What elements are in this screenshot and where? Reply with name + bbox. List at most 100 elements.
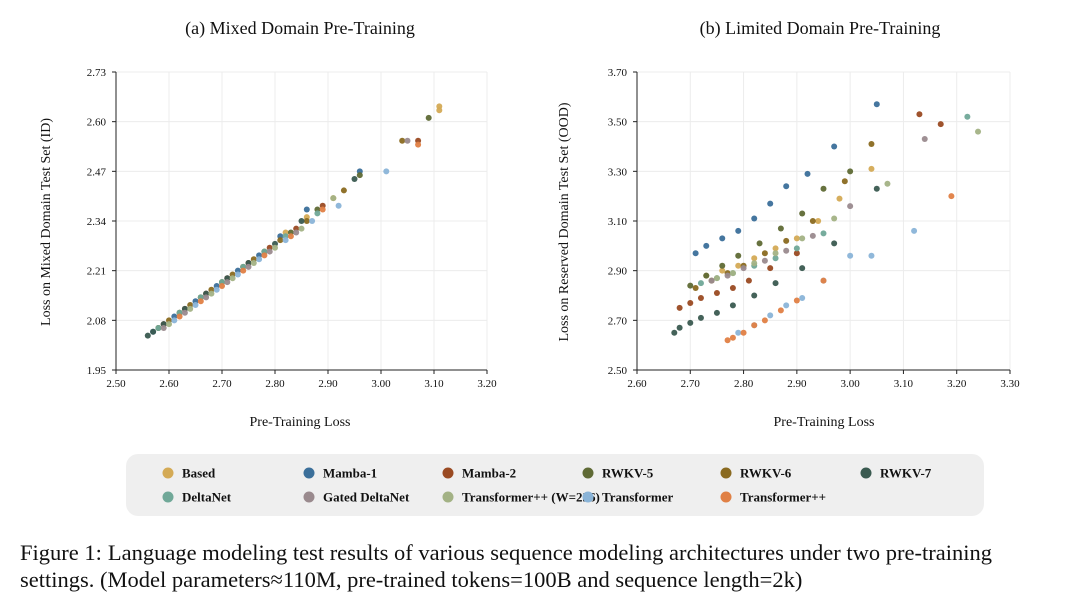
chart-b-y-tick-label: 2.70 <box>608 315 628 327</box>
chart-a-point-rwkv-7 <box>351 175 358 182</box>
chart-b-point-rwkv-5 <box>719 262 726 269</box>
chart-b-point-mamba-2 <box>937 121 944 128</box>
chart-a-point-rwkv-7 <box>144 332 151 339</box>
legend-marker-gated-deltanet <box>303 491 315 503</box>
caption-label: Figure 1: <box>20 540 102 565</box>
chart-a-y-tick-label: 2.21 <box>87 266 106 278</box>
legend-marker-transformer-w-256 <box>442 491 454 503</box>
legend-label-transformer-w-256: Transformer++ (W=256) <box>462 490 600 505</box>
chart-b-point-gated-deltanet <box>761 257 768 264</box>
chart-a-y-tick-label: 2.47 <box>87 166 107 178</box>
chart-a-point-transformer <box>309 218 316 224</box>
chart-b-x-tick-label: 3.10 <box>894 378 914 390</box>
chart-a-point-transformer <box>282 237 289 244</box>
chart-b-x-tick-label: 2.90 <box>787 378 807 390</box>
chart-a-point-gated-deltanet <box>224 279 231 286</box>
chart-b-point-gated-deltanet <box>921 136 928 143</box>
chart-a-point-gated-deltanet <box>266 248 273 255</box>
chart-b-point-rwkv-7 <box>713 309 720 316</box>
chart-b-point-deltanet <box>793 245 800 252</box>
chart-mixed-domain: (a) Mixed Domain Pre-Training Pre-Traini… <box>39 18 497 430</box>
chart-b-x-tick-label: 3.30 <box>1000 378 1020 390</box>
chart-b-point-mamba-2 <box>697 294 704 301</box>
chart-b-point-rwkv-7 <box>687 319 694 326</box>
chart-a-point-gated-deltanet <box>160 324 167 331</box>
chart-a-point-transformer-w-256 <box>229 275 236 282</box>
chart-b-point-transformer <box>740 329 747 336</box>
chart-b-point-deltanet <box>697 280 704 287</box>
chart-b-point-rwkv-6 <box>783 237 790 244</box>
chart-a-point-transformer <box>319 206 326 213</box>
chart-b-point-rwkv-7 <box>671 329 678 336</box>
chart-a-y-tick-label: 2.73 <box>87 67 107 79</box>
chart-b-point-mamba-2 <box>676 304 683 311</box>
chart-a-point-transformer-w-256 <box>208 290 215 297</box>
chart-b-point-based <box>793 235 800 242</box>
chart-a-point-transformer <box>197 298 204 305</box>
legend-marker-rwkv-7 <box>860 467 872 479</box>
chart-a-x-tick-label: 2.70 <box>212 378 232 390</box>
chart-a-x-tick-label: 2.80 <box>265 378 285 390</box>
legend-marker-deltanet <box>162 491 174 503</box>
chart-b-point-rwkv-7 <box>799 265 806 272</box>
chart-b-point-based <box>751 255 758 262</box>
chart-b-point-deltanet <box>772 255 779 262</box>
chart-a-point-transformer <box>240 267 247 274</box>
chart-b-y-tick-label: 3.30 <box>608 166 628 178</box>
chart-b-point-transformer-w-256 <box>713 275 720 282</box>
chart-b-y-axis-title: Loss on Reserved Domain Test Set (OOD) <box>557 102 572 341</box>
chart-b-point-rwkv-7 <box>772 280 779 287</box>
chart-a-x-axis-title: Pre-Training Loss <box>250 415 351 430</box>
chart-b-point-rwkv-6 <box>809 218 816 224</box>
chart-limited-domain: (b) Limited Domain Pre-Training Pre-Trai… <box>557 18 1020 430</box>
chart-a-title: (a) Mixed Domain Pre-Training <box>185 18 415 39</box>
chart-b-x-tick-label: 2.60 <box>627 378 647 390</box>
chart-b-point-transformer <box>724 337 731 344</box>
chart-b-y-tick-label: 3.50 <box>608 117 628 129</box>
legend-label-rwkv-6: RWKV-6 <box>740 466 792 481</box>
legend-marker-rwkv-5 <box>582 467 594 479</box>
chart-b-point-mamba-2 <box>767 265 774 272</box>
figure-canvas: (a) Mixed Domain Pre-Training Pre-Traini… <box>39 18 1020 516</box>
chart-a-point-transformer <box>256 256 263 263</box>
chart-b-point-mamba-2 <box>729 285 736 292</box>
chart-b-point-deltanet <box>964 113 971 120</box>
legend-marker-mamba-1 <box>303 467 315 479</box>
chart-b-point-mamba-2 <box>916 111 923 118</box>
legend-marker-rwkv-6 <box>720 467 732 479</box>
chart-a-point-transformer-w-256 <box>272 244 278 251</box>
chart-b-point-rwkv-7 <box>831 240 838 247</box>
chart-b-x-axis-title: Pre-Training Loss <box>774 415 875 430</box>
chart-b-point-rwkv-7 <box>676 324 683 331</box>
chart-a-point-rwkv-6 <box>340 187 347 194</box>
chart-b-point-mamba-1 <box>703 242 710 249</box>
chart-b-point-transformer <box>911 227 918 234</box>
legend-box <box>126 454 984 516</box>
chart-b-point-mamba-1 <box>692 250 699 257</box>
chart-a-point-rwkv-6 <box>399 137 406 144</box>
chart-b-point-rwkv-7 <box>873 185 880 192</box>
chart-b-title: (b) Limited Domain Pre-Training <box>700 18 941 39</box>
chart-b-point-rwkv-6 <box>692 285 699 292</box>
chart-b-point-rwkv-6 <box>761 250 768 257</box>
chart-b-point-based <box>772 245 779 252</box>
chart-b-point-mamba-2 <box>713 290 720 297</box>
chart-a-point-rwkv-6 <box>303 218 310 224</box>
chart-b-point-gated-deltanet <box>783 247 790 254</box>
chart-a-point-gated-deltanet <box>203 294 210 301</box>
chart-b-point-transformer-w-256 <box>975 128 982 135</box>
legend-label-rwkv-5: RWKV-5 <box>602 466 654 481</box>
chart-b-x-tick-label: 2.70 <box>681 378 701 390</box>
chart-b-point-mamba-1 <box>783 183 790 190</box>
chart-b-point-gated-deltanet <box>724 272 731 279</box>
chart-b-point-gated-deltanet <box>809 232 816 239</box>
chart-b-point-transformer <box>751 322 758 329</box>
chart-a-point-transformer-w-256 <box>298 225 305 232</box>
chart-b-y-tick-label: 3.70 <box>608 67 628 79</box>
chart-a-point-transformer-w-256 <box>330 195 337 202</box>
chart-b-point-rwkv-6 <box>868 141 875 148</box>
chart-b-point-transformer-w-256 <box>884 180 891 187</box>
legend-label-transformer: Transformer <box>602 490 673 505</box>
chart-b-point-mamba-1 <box>873 101 880 108</box>
chart-a-point-gated-deltanet <box>293 229 300 236</box>
